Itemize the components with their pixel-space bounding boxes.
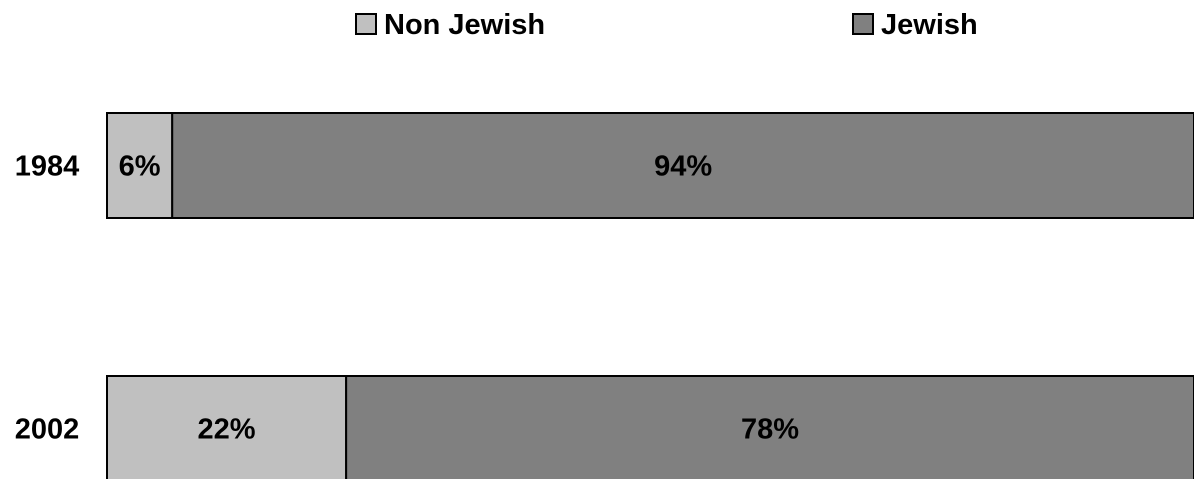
bar-segment-non-jewish-1984: [106, 112, 174, 219]
data-label-non-jewish-2002: 22%: [198, 414, 256, 446]
bar-segment-non-jewish-2002: [106, 375, 348, 479]
legend-swatch-non-jewish: [355, 13, 377, 35]
legend-label-jewish: Jewish: [881, 9, 978, 41]
legend: Non Jewish Jewish: [355, 9, 978, 41]
bars: 1984 6% 94% 2002 22% 78%: [15, 112, 1194, 479]
bar-segment-jewish-2002: [345, 375, 1194, 479]
data-label-jewish-1984: 94%: [654, 151, 712, 183]
category-label-1984: 1984: [15, 151, 80, 183]
data-label-non-jewish-1984: 6%: [119, 151, 161, 183]
data-label-jewish-2002: 78%: [741, 414, 799, 446]
category-label-2002: 2002: [15, 414, 80, 446]
bar-segment-jewish-1984: [171, 112, 1194, 219]
legend-label-non-jewish: Non Jewish: [384, 9, 545, 41]
legend-swatch-jewish: [852, 13, 874, 35]
